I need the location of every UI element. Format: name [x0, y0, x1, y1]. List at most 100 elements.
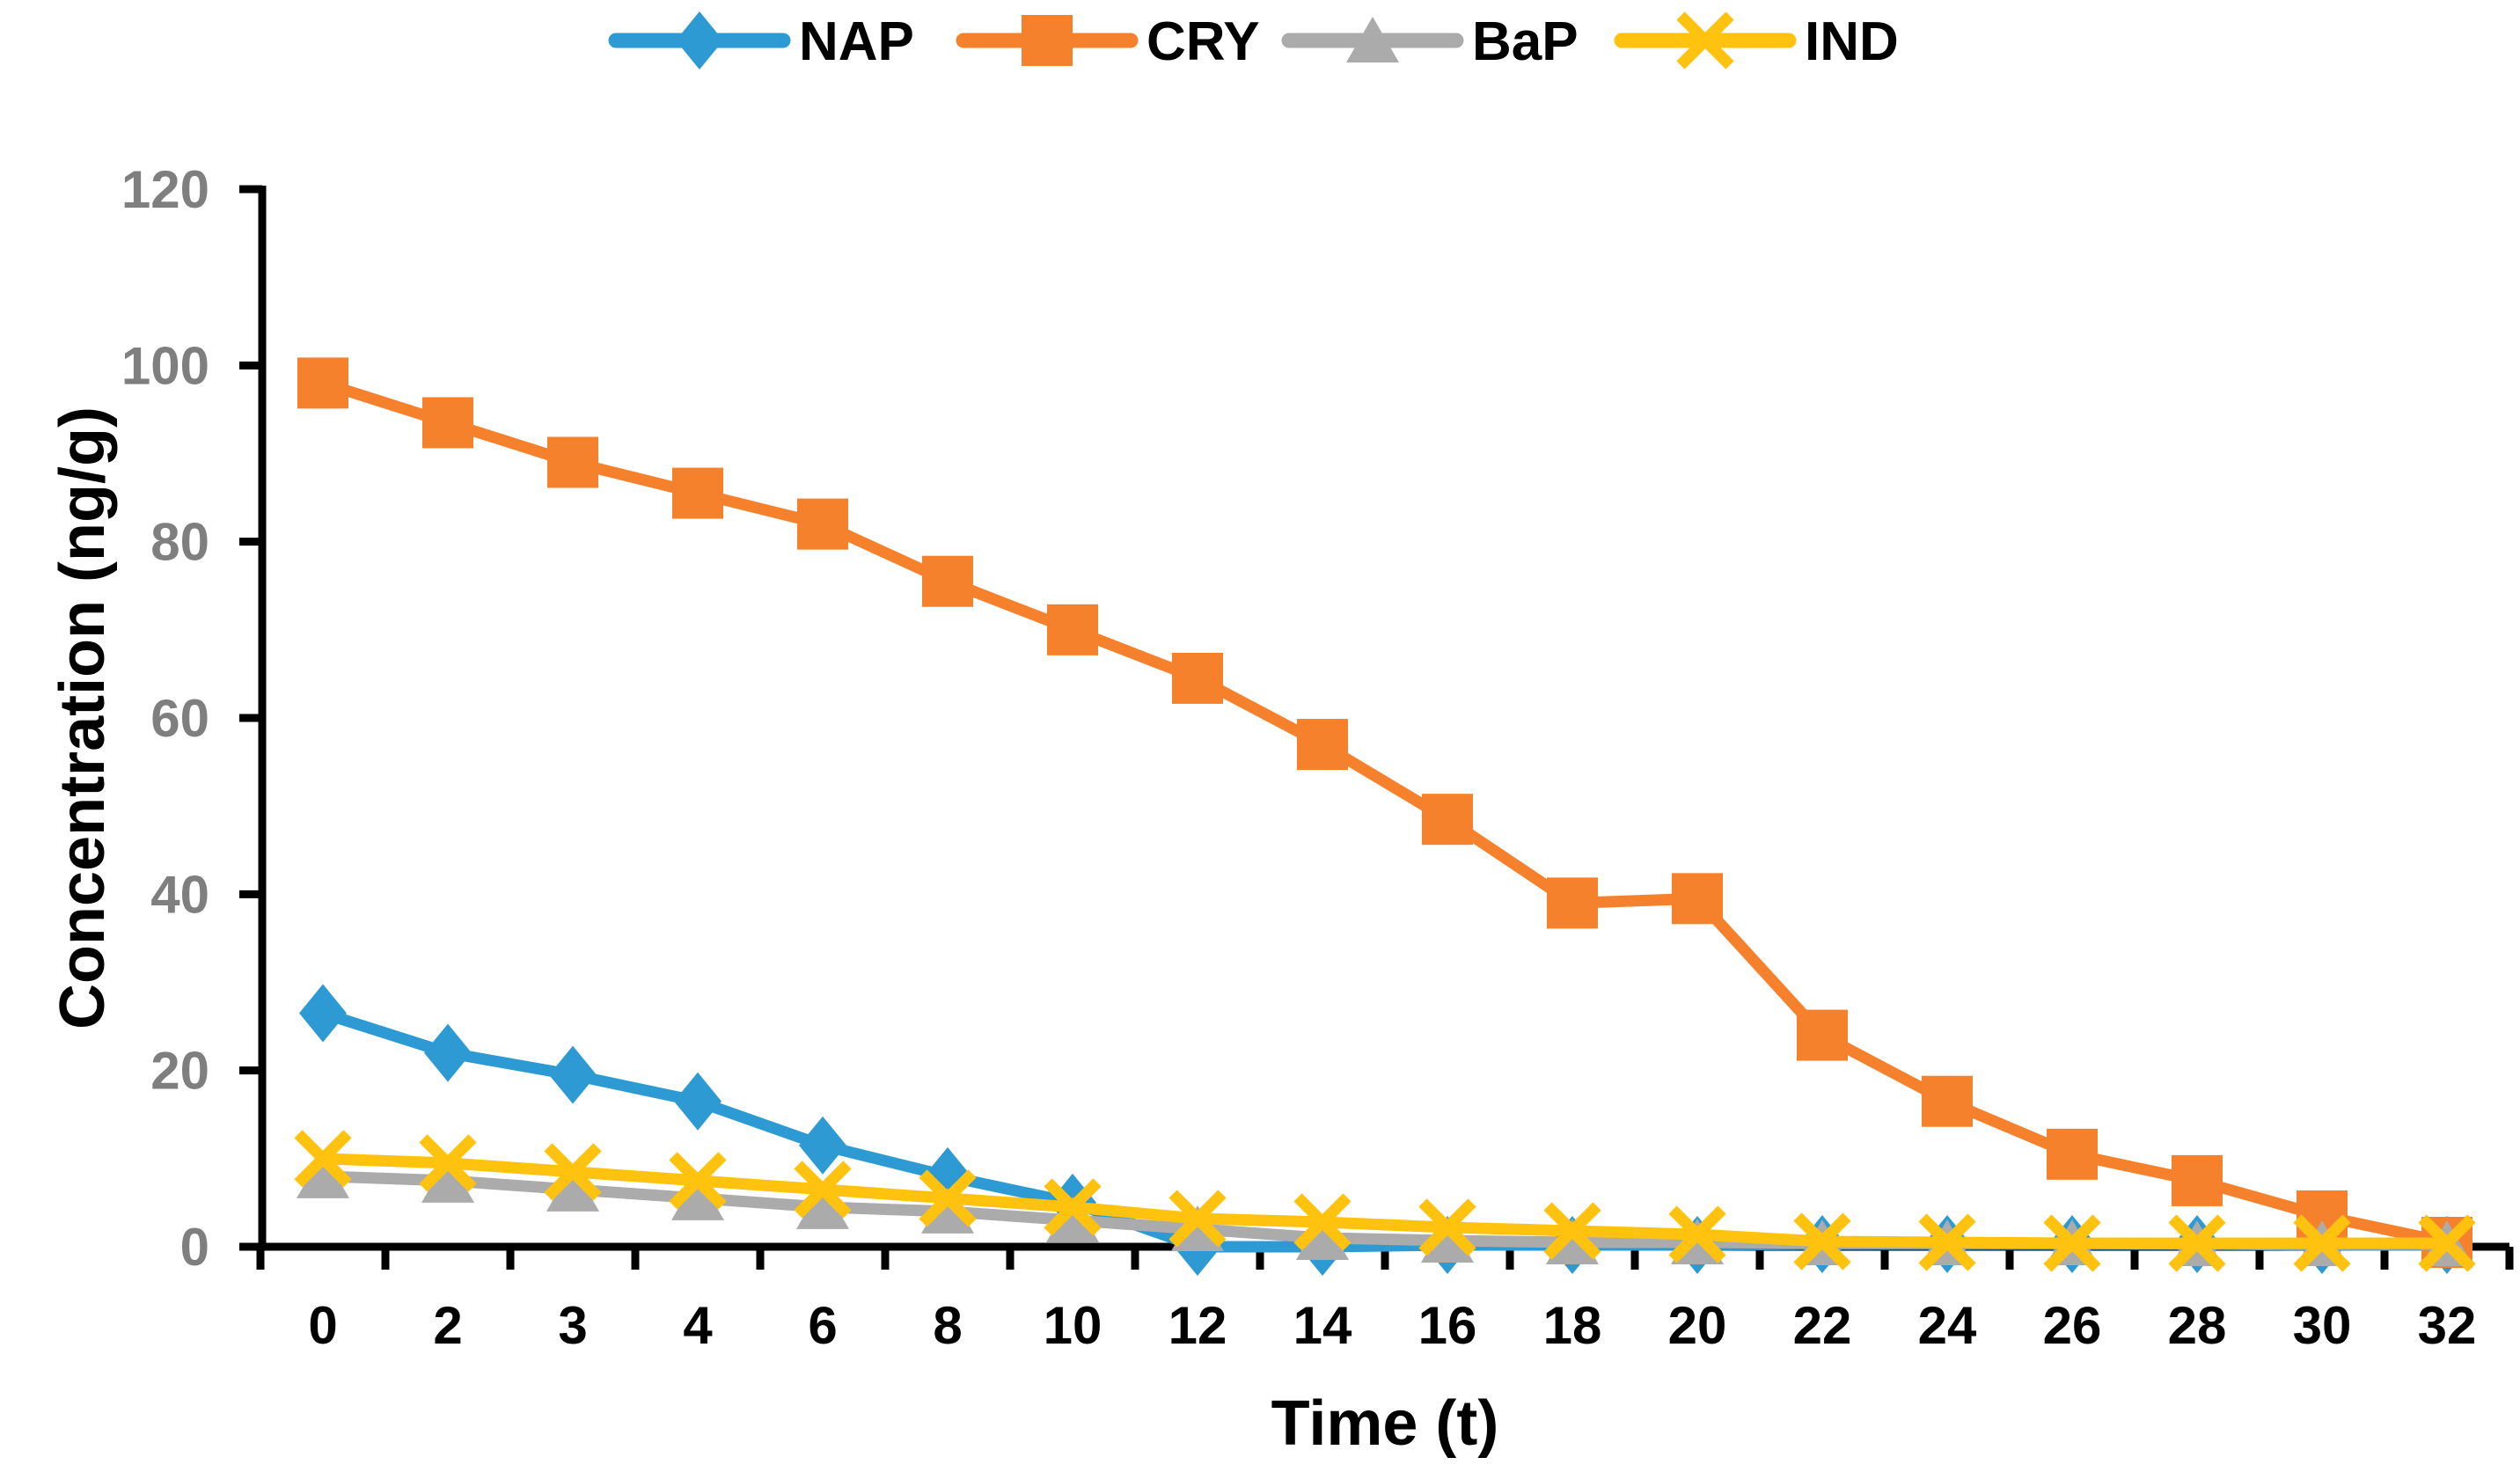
series-layer — [294, 357, 2476, 1276]
series-IND — [294, 1130, 2476, 1272]
series-line-BaP — [317, 1170, 2453, 1250]
x-tick-label-16: 16 — [1418, 1296, 1477, 1355]
x-tick-label-12: 12 — [1168, 1296, 1227, 1355]
marker-IND-10 — [1044, 1178, 1102, 1236]
marker-IND-6 — [794, 1161, 852, 1219]
x-tick-label-2: 2 — [433, 1296, 462, 1355]
marker-BaP-6 — [796, 1183, 849, 1229]
y-tick-label-60: 60 — [150, 689, 209, 748]
marker-BaP-3 — [546, 1165, 599, 1212]
marker-IND-22 — [1793, 1212, 1851, 1271]
marker-BaP-14 — [1296, 1213, 1349, 1260]
y-axis-title: Concentration (ng/g) — [48, 406, 118, 1029]
marker-BaP-10 — [1046, 1196, 1099, 1242]
x-tick-label-32: 32 — [2418, 1296, 2477, 1355]
legend-label-BaP: BaP — [1472, 11, 1579, 72]
y-tick-label-100: 100 — [121, 336, 209, 395]
marker-IND-3 — [544, 1143, 602, 1201]
marker-CRY-0 — [297, 357, 348, 409]
series-NAP — [299, 984, 2471, 1276]
x-tick-label-6: 6 — [808, 1296, 837, 1355]
marker-IND-20 — [1668, 1205, 1726, 1263]
marker-CRY-12 — [1172, 652, 1223, 704]
marker-NAP-0 — [299, 984, 347, 1043]
y-tick-label-80: 80 — [150, 513, 209, 572]
x-tick-label-18: 18 — [1543, 1296, 1602, 1355]
x-tick-label-22: 22 — [1793, 1296, 1852, 1355]
marker-CRY-26 — [2047, 1128, 2098, 1180]
marker-IND-12 — [1168, 1190, 1227, 1248]
marker-IND-16 — [1418, 1198, 1476, 1256]
marker-IND-32 — [2418, 1214, 2476, 1272]
marker-IND-30 — [2293, 1214, 2351, 1272]
marker-BaP-2 — [421, 1156, 474, 1203]
legend-item-CRY: CRY — [956, 11, 1260, 72]
marker-IND-28 — [2168, 1214, 2226, 1272]
x-tick-label-10: 10 — [1044, 1296, 1102, 1355]
marker-CRY-24 — [1922, 1075, 1973, 1127]
marker-IND-26 — [2043, 1214, 2101, 1272]
x-tick-label-8: 8 — [933, 1296, 962, 1355]
marker-NAP-3 — [549, 1045, 597, 1104]
marker-CRY-2 — [422, 397, 473, 449]
marker-IND-8 — [919, 1169, 977, 1227]
legend-item-IND: IND — [1614, 11, 1899, 72]
marker-CRY-14 — [1297, 719, 1348, 771]
x-tick-label-20: 20 — [1668, 1296, 1727, 1355]
marker-IND-0 — [294, 1130, 352, 1188]
axes-layer: 0 20 40 60 80 100 120 0 2 3 4 6 8 10 12 14 16 18 20 22 24 26 2… — [121, 160, 2514, 1355]
marker-NAP-4 — [674, 1072, 722, 1131]
marker-IND-2 — [419, 1134, 477, 1192]
marker-IND-4 — [669, 1152, 727, 1210]
marker-NAP-2 — [424, 1023, 472, 1082]
marker-CRY-3 — [547, 436, 598, 488]
y-tick-label-40: 40 — [150, 865, 209, 924]
marker-CRY-4 — [672, 467, 723, 519]
x-tick-label-30: 30 — [2293, 1296, 2352, 1355]
series-line-IND — [317, 1153, 2453, 1249]
marker-BaP-8 — [921, 1187, 974, 1234]
x-tick-label-14: 14 — [1293, 1296, 1352, 1355]
chart-legend: NAP CRY BaP IND — [608, 11, 1899, 72]
x-tick-label-24: 24 — [1918, 1296, 1977, 1355]
y-tick-label-20: 20 — [150, 1042, 209, 1101]
marker-IND-24 — [1918, 1213, 1976, 1271]
y-tick-label-120: 120 — [121, 160, 209, 219]
marker-CRY-18 — [1547, 877, 1598, 929]
legend-label-NAP: NAP — [799, 11, 914, 72]
marker-BaP-16 — [1421, 1216, 1474, 1263]
legend-marker-IND-icon — [1676, 11, 1734, 70]
legend-label-IND: IND — [1805, 11, 1899, 72]
marker-CRY-20 — [1672, 873, 1723, 925]
legend-label-CRY: CRY — [1146, 11, 1260, 72]
marker-CRY-22 — [1797, 1009, 1848, 1061]
x-tick-label-26: 26 — [2043, 1296, 2102, 1355]
x-axis-title: Time (t) — [1271, 1388, 1499, 1459]
legend-item-BaP: BaP — [1281, 11, 1579, 72]
series-CRY — [297, 357, 2472, 1268]
marker-NAP-6 — [799, 1116, 846, 1175]
y-tick-label-0: 0 — [180, 1218, 209, 1277]
marker-CRY-8 — [922, 555, 973, 607]
marker-CRY-6 — [797, 498, 848, 550]
x-tick-label-4: 4 — [683, 1296, 713, 1355]
marker-BaP-0 — [297, 1152, 349, 1198]
series-line-CRY — [317, 377, 2453, 1249]
legend-item-NAP: NAP — [608, 11, 914, 72]
legend-marker-BaP-icon — [1346, 17, 1399, 62]
legend-marker-NAP-icon — [676, 11, 723, 70]
x-tick-label-0: 0 — [308, 1296, 337, 1355]
marker-CRY-10 — [1047, 604, 1098, 655]
marker-BaP-18 — [1546, 1218, 1599, 1264]
marker-CRY-16 — [1422, 794, 1473, 846]
x-tick-label-28: 28 — [2168, 1296, 2227, 1355]
marker-CRY-28 — [2172, 1154, 2223, 1206]
marker-IND-14 — [1293, 1193, 1352, 1251]
marker-IND-18 — [1543, 1202, 1601, 1260]
series-line-NAP — [317, 1007, 2453, 1253]
legend-marker-CRY-icon — [1022, 15, 1073, 66]
marker-BaP-4 — [671, 1174, 724, 1220]
x-tick-label-3: 3 — [558, 1296, 587, 1355]
